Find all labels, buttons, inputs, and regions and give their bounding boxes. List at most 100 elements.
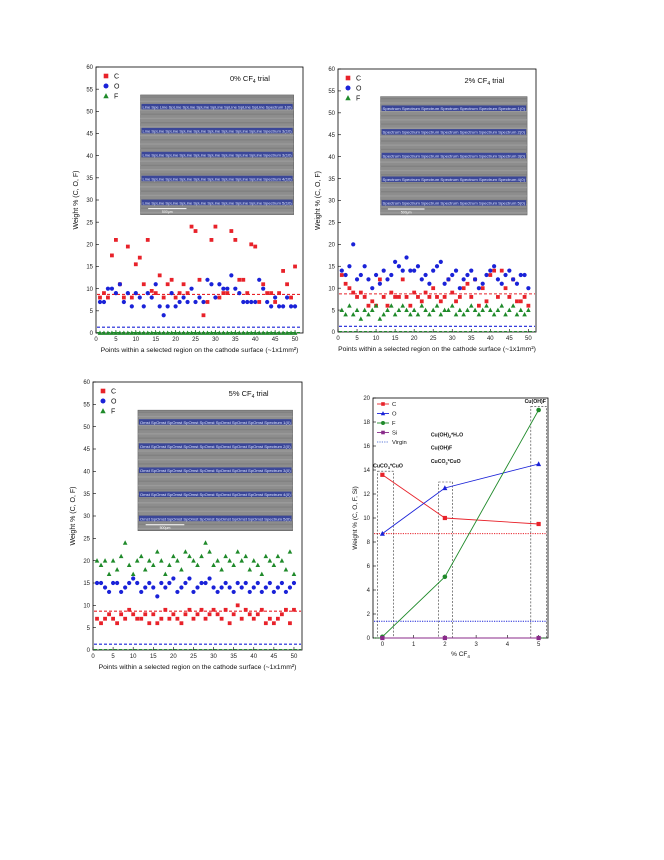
y-tick-label: 12 bbox=[363, 492, 370, 498]
data-point-c bbox=[215, 612, 220, 617]
data-point-f bbox=[114, 567, 120, 572]
data-point-c bbox=[518, 299, 523, 304]
data-point-o bbox=[492, 264, 497, 269]
data-point-c bbox=[119, 612, 124, 617]
x-tick-label: 50 bbox=[525, 336, 532, 342]
data-point-f bbox=[279, 558, 285, 563]
data-point-c bbox=[115, 621, 120, 626]
x-tick-label: 5 bbox=[114, 337, 118, 343]
data-point-o bbox=[247, 589, 252, 595]
data-point-o bbox=[381, 268, 386, 273]
scan-line-label: Line SpLine SpLine SpLine SpLine SpLine … bbox=[143, 177, 292, 181]
data-point-o bbox=[536, 461, 542, 467]
data-point-c bbox=[223, 607, 228, 612]
data-point-c bbox=[288, 621, 292, 626]
data-point-c bbox=[358, 290, 363, 295]
data-point-c bbox=[169, 277, 174, 282]
data-point-f bbox=[369, 307, 375, 312]
y-tick-label: 0 bbox=[87, 648, 91, 654]
data-point-c bbox=[239, 616, 244, 621]
data-point-o bbox=[261, 286, 266, 291]
data-point-f bbox=[193, 330, 198, 335]
data-point-o bbox=[173, 304, 178, 309]
data-point-f bbox=[280, 330, 286, 335]
y-tick-label: 50 bbox=[83, 425, 90, 431]
data-point-c bbox=[484, 299, 489, 304]
scan-line-band bbox=[381, 200, 527, 206]
data-point-o bbox=[453, 268, 459, 273]
legend-marker-c bbox=[100, 388, 106, 394]
scan-line-label: Omst SpOmst SpOmst SpOmst SpOmst SpOmst … bbox=[140, 445, 291, 449]
data-point-o bbox=[259, 589, 264, 595]
data-point-c bbox=[153, 291, 158, 295]
data-point-o bbox=[207, 576, 212, 581]
data-point-f bbox=[187, 553, 192, 559]
data-point-o bbox=[137, 295, 142, 300]
data-point-c bbox=[107, 612, 111, 617]
data-point-c bbox=[400, 277, 405, 282]
scatter-panel-p0: Line Spe Line SpLine SpLine SpLine SpLin… bbox=[73, 65, 304, 354]
data-point-o bbox=[283, 589, 289, 595]
data-point-c bbox=[347, 286, 352, 291]
x-tick-label: 30 bbox=[449, 336, 456, 342]
data-point-f bbox=[141, 330, 147, 335]
data-point-f bbox=[105, 330, 111, 335]
data-point-f bbox=[195, 562, 200, 568]
data-point-o bbox=[131, 576, 136, 581]
data-point-f bbox=[434, 303, 440, 308]
x-tick-label: 3 bbox=[474, 642, 478, 648]
scan-line-label: Line Spe Line SpLine SpLine SpLine SpLin… bbox=[143, 106, 292, 110]
data-point-f bbox=[219, 567, 224, 572]
data-point-f bbox=[98, 562, 104, 568]
data-point-o bbox=[110, 580, 116, 586]
data-point-o bbox=[139, 589, 144, 595]
scan-line-band bbox=[141, 103, 293, 110]
scan-line-band bbox=[141, 175, 293, 182]
data-point-c bbox=[442, 515, 447, 521]
data-point-o bbox=[362, 264, 367, 269]
y-tick-label: 20 bbox=[328, 243, 335, 249]
data-point-c bbox=[469, 295, 474, 299]
scale-bar-label: 500µm bbox=[162, 210, 173, 214]
data-point-f bbox=[209, 330, 214, 335]
data-point-f bbox=[252, 330, 258, 335]
data-point-f bbox=[438, 311, 444, 317]
data-point-o bbox=[147, 580, 152, 586]
data-point-o bbox=[275, 585, 280, 590]
legend-marker bbox=[380, 411, 386, 416]
data-point-o bbox=[123, 585, 128, 590]
data-point-c bbox=[155, 621, 160, 626]
data-point-f bbox=[157, 330, 162, 335]
data-point-o bbox=[419, 277, 424, 282]
data-point-f bbox=[117, 330, 123, 335]
data-point-f bbox=[173, 330, 178, 335]
data-point-f bbox=[237, 330, 242, 335]
data-point-o bbox=[404, 255, 409, 260]
data-point-o bbox=[292, 304, 298, 309]
data-point-o bbox=[484, 272, 489, 278]
data-point-c bbox=[135, 616, 140, 621]
data-point-c bbox=[177, 291, 182, 295]
data-point-c bbox=[362, 295, 367, 299]
data-point-c bbox=[476, 303, 481, 308]
scan-line-label: Spectrum Spectrum Spectrum Spectrum Spec… bbox=[383, 202, 526, 206]
data-point-o bbox=[157, 304, 162, 309]
data-point-f bbox=[291, 571, 297, 576]
data-point-f bbox=[167, 562, 172, 568]
data-point-f bbox=[215, 558, 220, 563]
data-point-o bbox=[251, 585, 256, 590]
y-tick-label: 35 bbox=[86, 176, 93, 182]
y-tick-label: 10 bbox=[328, 286, 335, 292]
data-point-c bbox=[95, 616, 99, 621]
x-axis-label: % CF4 bbox=[451, 651, 470, 659]
data-point-f bbox=[453, 311, 459, 317]
y-tick-label: 55 bbox=[83, 403, 90, 409]
data-point-si bbox=[536, 635, 541, 641]
data-point-c bbox=[465, 281, 470, 286]
x-tick-label: 15 bbox=[150, 654, 157, 660]
x-axis-label: Points within a selected region on the c… bbox=[101, 347, 299, 354]
data-point-o bbox=[442, 485, 448, 491]
x-tick-label: 25 bbox=[430, 336, 437, 342]
data-point-o bbox=[193, 299, 198, 305]
data-point-o bbox=[155, 594, 160, 599]
